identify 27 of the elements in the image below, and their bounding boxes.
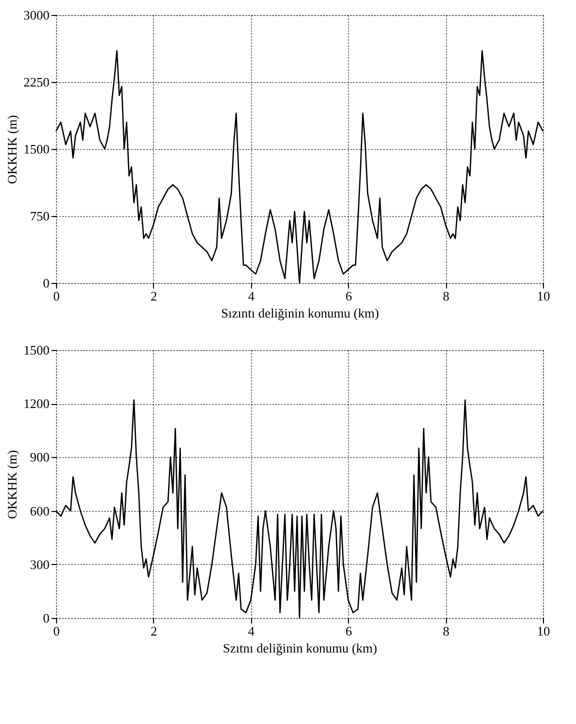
y-tick-label: 0 bbox=[43, 610, 50, 626]
x-axis-title: Sızıntı deliğinin konumu (km) bbox=[221, 306, 379, 320]
x-tick-label: 8 bbox=[442, 288, 450, 304]
y-tick-label: 300 bbox=[30, 556, 50, 572]
x-tick-label: 8 bbox=[442, 624, 450, 638]
x-tick-label: 2 bbox=[150, 624, 158, 638]
x-tick-label: 0 bbox=[53, 624, 60, 638]
y-tick-label: 1500 bbox=[24, 142, 50, 156]
x-tick-label: 6 bbox=[345, 624, 352, 638]
x-tick-label: 10 bbox=[537, 624, 550, 638]
x-tick-label: 2 bbox=[150, 288, 158, 304]
x-axis-title: Szıtnı deliğinin konumu (km) bbox=[222, 640, 378, 656]
x-tick-label: 6 bbox=[345, 288, 352, 304]
y-axis-title: OKKHK (m) bbox=[4, 115, 20, 184]
y-tick-label: 1500 bbox=[24, 342, 50, 358]
y-axis-title: OKKHK (m) bbox=[4, 450, 20, 519]
y-tick-label: 2250 bbox=[24, 74, 50, 90]
x-tick-label: 4 bbox=[248, 288, 256, 304]
y-tick-label: 0 bbox=[43, 276, 50, 290]
x-tick-label: 4 bbox=[248, 624, 256, 638]
y-tick-label: 600 bbox=[30, 503, 50, 518]
x-tick-label: 10 bbox=[537, 288, 550, 304]
y-tick-label: 3000 bbox=[24, 8, 50, 22]
y-tick-label: 750 bbox=[30, 208, 50, 224]
y-tick-label: 1200 bbox=[24, 396, 50, 412]
x-tick-label: 0 bbox=[53, 288, 60, 304]
y-tick-label: 900 bbox=[30, 450, 50, 465]
